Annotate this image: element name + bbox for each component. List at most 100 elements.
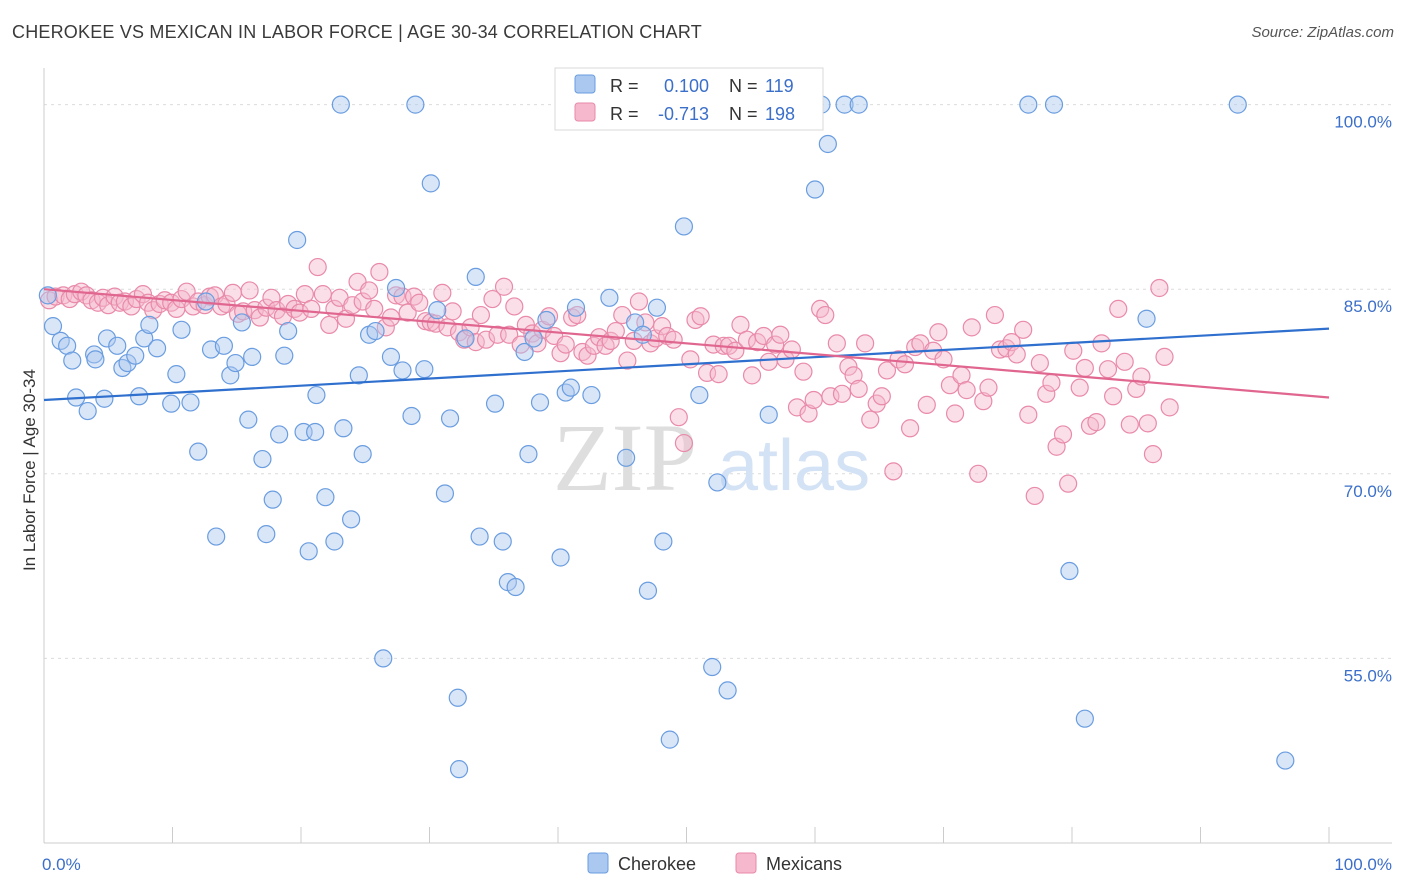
cherokee-point-86 <box>617 448 636 467</box>
y-tick-labels: 55.0% 70.0% 85.0% 100.0% <box>1334 113 1392 686</box>
cherokee-point-42 <box>306 422 325 442</box>
mexicans-point-53 <box>343 296 362 315</box>
cherokee-point-21 <box>172 320 191 339</box>
mexicans-point-140 <box>832 384 852 403</box>
cherokee-point-80 <box>561 378 580 397</box>
cherokee-point-27 <box>214 336 233 355</box>
cherokee-point-62 <box>435 484 455 503</box>
mexicans-point-65 <box>410 293 429 312</box>
cherokee-point-45 <box>325 532 344 551</box>
cherokee-point-93 <box>660 730 679 749</box>
cherokee-point-36 <box>270 425 289 444</box>
cherokee-point-84 <box>600 288 619 307</box>
mexicans-point-124 <box>742 366 762 385</box>
mexicans-point-35 <box>240 281 259 300</box>
mexicans-point-179 <box>1053 425 1073 444</box>
cherokee-point-56 <box>393 361 412 380</box>
mexicans-point-56 <box>360 281 379 300</box>
bottom-legend-swatch-mexicans <box>735 852 757 874</box>
mexicans-point-198 <box>1160 398 1179 417</box>
cherokee-point-119 <box>1276 751 1295 770</box>
cherokee-point-116 <box>1075 709 1094 728</box>
mexicans-point-174 <box>1025 486 1044 506</box>
mexicans-point-49 <box>320 315 339 334</box>
cherokee-point-60 <box>421 174 440 193</box>
mexicans-point-93 <box>568 305 587 325</box>
mexicans-point-127 <box>759 352 778 371</box>
mexicans-point-116 <box>697 363 717 382</box>
x-tick-label-0: 0.0% <box>42 855 81 874</box>
cherokee-point-111 <box>835 95 854 114</box>
mexicans-point-164 <box>969 464 988 483</box>
mexicans-point-138 <box>821 387 840 406</box>
mexicans-point-90 <box>551 344 570 363</box>
series-legend: Cherokee Mexicans <box>587 852 842 874</box>
mexicans-point-166 <box>979 378 998 397</box>
mexicans-point-155 <box>917 395 936 414</box>
cherokee-point-18 <box>147 339 167 358</box>
cherokee-point-41 <box>299 542 318 561</box>
mexicans-point-46 <box>302 299 321 318</box>
mexicans-point-143 <box>849 379 868 398</box>
mexicans-point-149 <box>884 462 903 481</box>
mexicans-point-196 <box>1150 278 1169 298</box>
cherokee-point-92 <box>654 532 673 551</box>
cherokee-point-78 <box>551 548 570 567</box>
watermark: ZIP atlas <box>553 404 870 511</box>
mexicans-point-191 <box>1120 415 1139 434</box>
cherokee-point-115 <box>1060 561 1079 581</box>
mexicans-point-197 <box>1155 347 1174 366</box>
cherokee-point-10 <box>97 329 117 348</box>
mexicans-point-100 <box>606 321 625 341</box>
mexicans-point-162 <box>957 381 976 400</box>
cherokee-point-76 <box>530 393 550 412</box>
y-tick-label-70: 70.0% <box>1344 482 1392 501</box>
mexicans-point-129 <box>771 325 790 344</box>
cherokee-point-35 <box>263 490 282 509</box>
cherokee-point-55 <box>386 278 406 298</box>
watermark-zip: ZIP <box>553 404 697 511</box>
mexicans-point-152 <box>900 419 920 438</box>
mexicans-point-80 <box>494 277 514 296</box>
cherokee-point-31 <box>239 410 258 429</box>
mexicans-point-159 <box>940 376 960 395</box>
cherokee-point-19 <box>162 394 181 413</box>
mexicans-point-195 <box>1143 445 1163 464</box>
mexicans-point-148 <box>877 361 897 380</box>
mexicans-point-167 <box>985 305 1005 325</box>
mexicans-point-95 <box>578 346 597 365</box>
cherokee-point-112 <box>849 95 868 114</box>
mexicans-point-190 <box>1115 352 1134 371</box>
cherokee-point-103 <box>759 405 778 424</box>
cherokee-point-0 <box>38 286 57 305</box>
cherokee-point-97 <box>703 657 722 677</box>
mexicans-point-104 <box>629 292 649 311</box>
mexicans-point-188 <box>1104 387 1123 406</box>
legend-n-label-2: N = <box>729 104 758 124</box>
bottom-legend-cherokee: Cherokee <box>618 854 696 874</box>
mexicans-point-63 <box>398 303 417 322</box>
chart-title: CHEROKEE VS MEXICAN IN LABOR FORCE | AGE… <box>12 22 702 42</box>
cherokee-point-14 <box>126 346 145 365</box>
cherokee-point-66 <box>456 329 475 348</box>
mexicans-point-128 <box>766 335 785 354</box>
cherokee-point-15 <box>129 387 149 406</box>
mexicans-point-81 <box>500 325 519 344</box>
mexicans-point-139 <box>827 334 846 353</box>
legend-box <box>554 67 824 131</box>
legend-n-label-1: N = <box>729 76 758 96</box>
cherokee-point-4 <box>63 351 82 370</box>
cherokee-point-61 <box>428 301 447 320</box>
cherokee-point-6 <box>78 401 97 421</box>
cherokee-point-38 <box>279 321 298 341</box>
cherokee-point-118 <box>1228 95 1247 114</box>
cherokee-point-46 <box>331 95 350 114</box>
cherokee-point-23 <box>189 442 208 461</box>
mexicans-point-32 <box>223 283 242 303</box>
legend-r-label-1: R = <box>610 76 639 96</box>
mexicans-point-78 <box>483 289 502 309</box>
mexicans-point-157 <box>929 323 948 342</box>
chart-source: Source: ZipAtlas.com <box>1251 24 1394 41</box>
y-tick-label-55: 55.0% <box>1344 666 1392 685</box>
cherokee-point-114 <box>1044 95 1064 114</box>
